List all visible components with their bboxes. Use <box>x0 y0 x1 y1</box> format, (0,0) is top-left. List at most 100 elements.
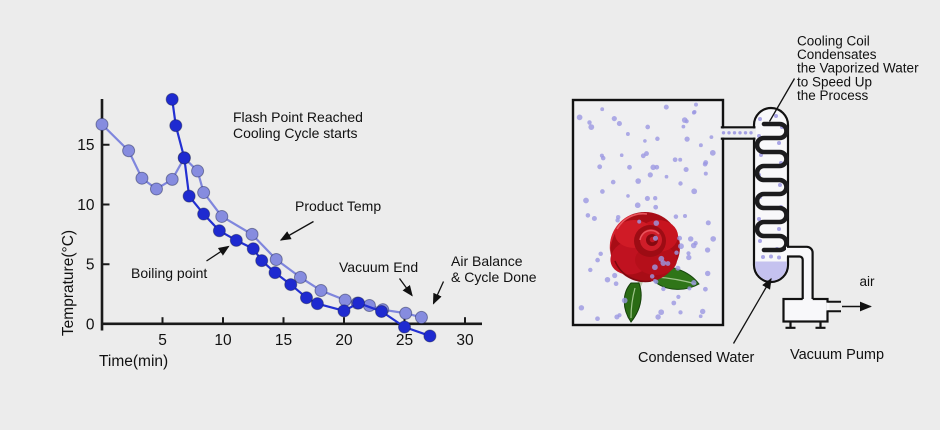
rose-leaf-bottom <box>623 282 642 323</box>
boiling-point-arrow-icon <box>206 245 230 262</box>
vapor-dot <box>769 254 773 259</box>
vapor-dot <box>727 131 731 135</box>
data-point-flash-cooling <box>299 291 313 305</box>
vacuum-end-arrow-icon <box>398 278 413 297</box>
vapor-dot <box>704 270 711 277</box>
axis-ticks: 5 10 15 20 25 30 0 5 10 15 <box>77 137 474 349</box>
vapor-dot <box>595 316 600 322</box>
vapor-dot <box>691 280 697 286</box>
vapor-dot <box>677 235 683 241</box>
vapor-dot <box>645 124 651 130</box>
air-label: air <box>859 274 875 289</box>
svg-text:to Speed Up: to Speed Up <box>797 74 872 89</box>
vapor-dot <box>743 131 748 135</box>
vacuum-end-annotation: Vacuum End <box>339 259 419 275</box>
data-point-product <box>338 293 352 307</box>
vapor-dot <box>664 174 669 179</box>
vapor-dot <box>644 195 650 201</box>
vapor-dot <box>627 164 632 170</box>
data-point-flash-cooling <box>284 278 298 292</box>
data-point-product <box>95 117 109 131</box>
data-point-product <box>414 310 428 324</box>
cooling-coil-label: Cooling Coil Condensates the Vaporized W… <box>797 34 919 103</box>
vapor-dot <box>698 314 703 319</box>
vapor-dots-pipe <box>721 131 753 135</box>
data-point-flash-cooling <box>423 329 437 343</box>
svg-text:Condensates: Condensates <box>797 47 877 62</box>
vapor-dot <box>682 213 688 219</box>
vapor-dot <box>635 178 642 184</box>
x-tick-label: 15 <box>275 332 292 349</box>
vapor-dot <box>610 179 616 185</box>
vapor-dot <box>585 213 591 218</box>
vapor-dot <box>693 241 698 246</box>
pump-nozzle <box>827 300 841 313</box>
air-balance-annotation: Air Balance & Cycle Done <box>451 253 537 285</box>
svg-text:the Process: the Process <box>797 88 869 103</box>
vapor-dot <box>600 107 605 112</box>
vapor-dot <box>588 124 595 130</box>
vapor-dot <box>660 260 667 266</box>
vapor-dot <box>758 117 762 121</box>
vapor-dot <box>621 297 628 304</box>
x-tick-label: 20 <box>335 332 353 349</box>
vapor-dot <box>655 314 661 320</box>
vapor-dot <box>613 281 619 287</box>
data-point-flash-cooling <box>169 119 183 133</box>
vapor-dot <box>576 114 583 121</box>
vapor-dot <box>709 135 714 140</box>
y-axis-label: Temprature(°C) <box>60 230 77 336</box>
vapor-dot <box>777 141 781 145</box>
vacuum-pump-body <box>782 297 829 323</box>
vapor-dot <box>644 151 649 157</box>
chart-series <box>95 92 437 343</box>
outlet-pipe <box>787 245 814 299</box>
vapor-dot <box>692 110 697 114</box>
air-balance-arrow-icon <box>432 281 445 305</box>
vapor-dot <box>600 189 605 194</box>
vapor-dot <box>643 139 647 143</box>
vapor-dot <box>676 294 681 300</box>
vapor-dot <box>777 255 781 260</box>
vapor-dot <box>705 220 711 226</box>
vapor-dot <box>587 120 592 125</box>
data-point-product <box>245 227 259 241</box>
vapor-dot <box>637 219 642 224</box>
data-point-product <box>215 209 229 223</box>
pump-feet <box>785 321 826 329</box>
temperature-chart: 5 10 15 20 25 30 0 5 10 15 Temprature(°C) <box>60 92 482 349</box>
vapor-dot <box>578 305 585 311</box>
svg-text:the Vaporized Water: the Vaporized Water <box>797 61 919 76</box>
vapor-dot <box>655 136 660 142</box>
vacuum-chamber-diagram: Cooling Coil Condensates the Vaporized W… <box>571 34 919 366</box>
vapor-dot <box>687 286 692 291</box>
data-point-flash-cooling <box>229 233 243 247</box>
vapor-dot <box>777 227 781 231</box>
condensed-water-pool <box>755 261 787 281</box>
vapor-dot <box>598 251 603 257</box>
x-tick-label: 10 <box>214 332 232 349</box>
vapor-dot <box>663 104 669 110</box>
x-axis-label: Time(min) <box>99 353 169 370</box>
vapor-dot <box>710 236 717 242</box>
vapor-dot <box>595 257 600 263</box>
cooling-coil-leader-line <box>768 78 796 122</box>
vapor-dot <box>647 172 653 178</box>
vapor-dot <box>675 265 681 271</box>
vapor-dot <box>604 276 611 283</box>
boiling-point-annotation: Boiling point <box>131 265 208 281</box>
vapor-dot <box>686 254 692 261</box>
vapor-dot <box>684 136 690 142</box>
data-point-flash-cooling <box>375 304 389 318</box>
vapor-dot <box>612 272 618 279</box>
vapor-dot <box>653 279 659 285</box>
vapor-dot <box>591 215 597 222</box>
vapor-dot <box>616 121 622 127</box>
vapor-dot <box>721 131 726 135</box>
vapor-dot <box>583 197 589 204</box>
vapor-dot <box>732 131 737 135</box>
condensed-water-label: Condensed Water <box>638 350 755 366</box>
cooling-coil <box>754 121 789 253</box>
vapor-dot <box>611 116 617 122</box>
